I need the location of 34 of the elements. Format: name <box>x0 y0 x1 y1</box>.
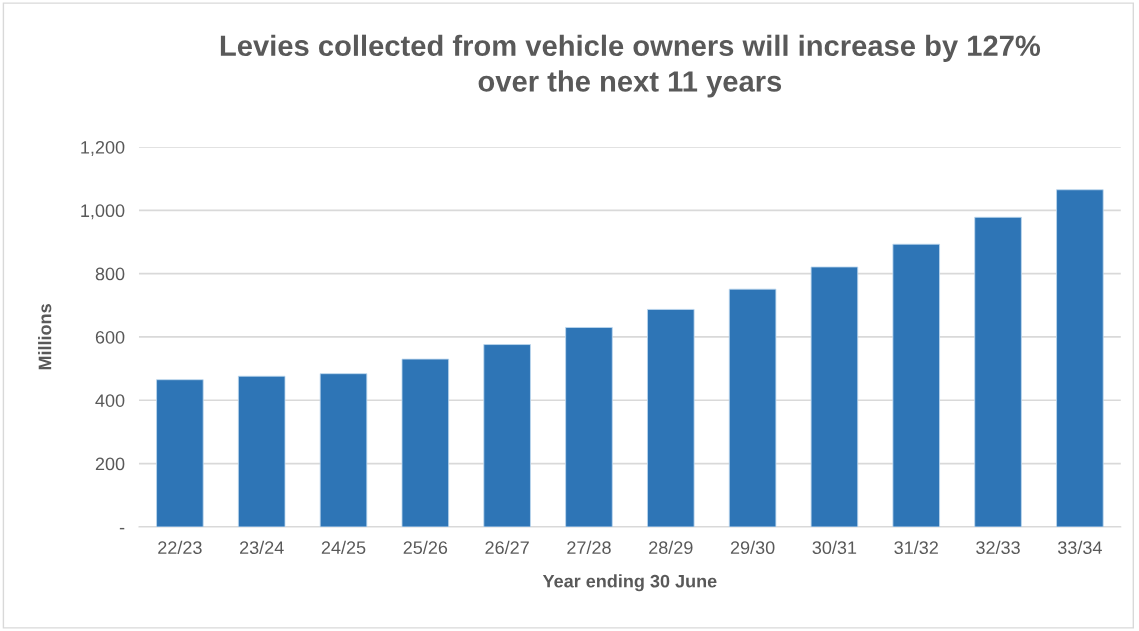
y-tick-label: - <box>119 527 125 530</box>
bar <box>565 327 613 527</box>
y-tick-label: 400 <box>95 394 125 407</box>
bar <box>810 266 859 527</box>
y-tick-label: 800 <box>95 267 125 281</box>
x-tick-label: 22/23 <box>158 540 202 555</box>
bar <box>728 288 777 527</box>
y-tick-label: 1,000 <box>81 204 125 220</box>
x-tick-label: 26/27 <box>485 540 529 555</box>
chart-title: Levies collected from vehicle owners will increase by 127% over the next 11 years <box>220 34 1041 98</box>
y-tick-label: 1,200 <box>81 140 125 156</box>
bar <box>974 216 1022 527</box>
y-tick-label: 200 <box>95 457 125 471</box>
x-tick-label: 31/32 <box>894 540 938 555</box>
y-tick-label: 600 <box>95 330 125 344</box>
bar <box>319 373 368 527</box>
bar <box>892 243 940 527</box>
bar <box>1056 189 1104 527</box>
x-axis-title: Year ending 30 June <box>542 574 717 592</box>
x-tick-label: 23/24 <box>240 540 284 555</box>
bar <box>483 344 531 527</box>
bar <box>647 308 695 527</box>
x-tick-label: 28/29 <box>649 540 693 555</box>
x-tick-label: 27/28 <box>567 540 611 555</box>
bar <box>237 375 286 527</box>
x-tick-label: 29/30 <box>730 540 775 555</box>
x-tick-label: 32/33 <box>976 540 1020 555</box>
x-tick-label: 24/25 <box>321 540 366 555</box>
x-tick-label: 30/31 <box>812 540 857 555</box>
x-tick-label: 25/26 <box>403 540 448 555</box>
bar <box>156 379 204 527</box>
x-tick-label: 33/34 <box>1057 540 1102 555</box>
y-axis-title: Millions <box>38 304 52 370</box>
bar <box>401 358 450 527</box>
